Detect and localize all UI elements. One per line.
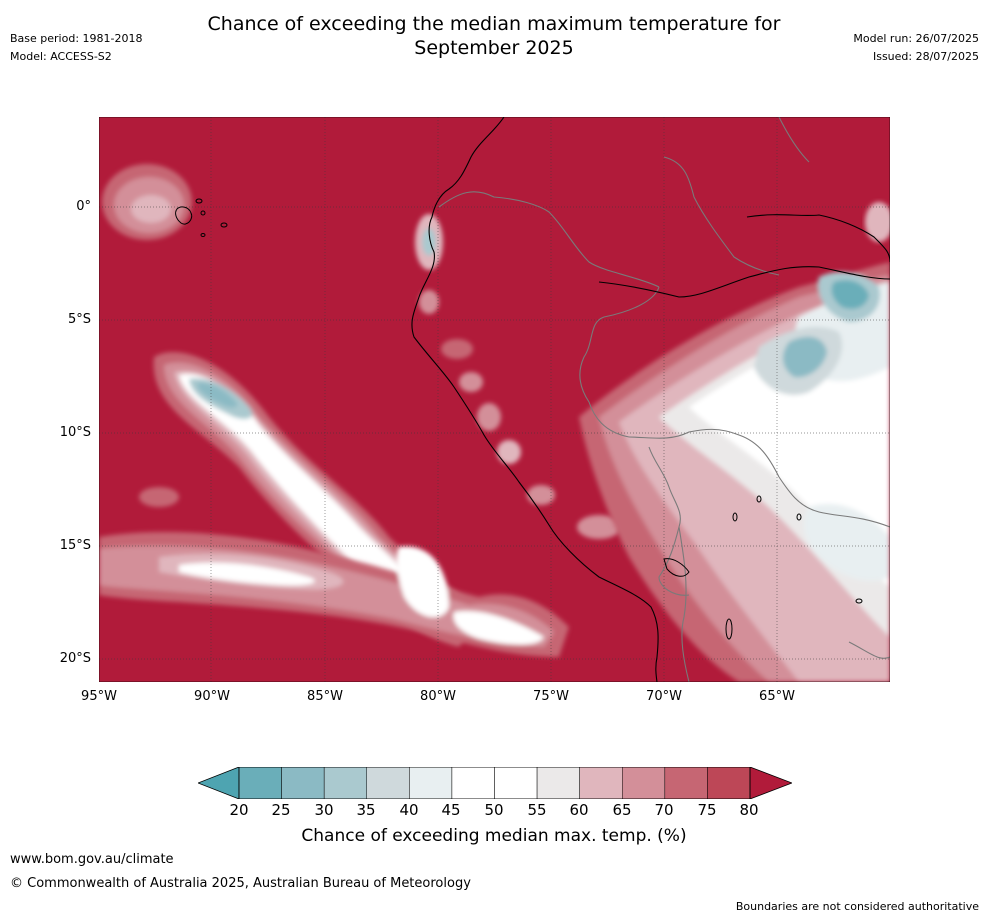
salar-lake: [725, 618, 733, 640]
cb-tick-50: 50: [484, 801, 504, 819]
colorbar-segment: [707, 767, 751, 799]
galapagos-patch: [102, 164, 192, 240]
galapagos-islet-4: [200, 233, 206, 237]
website-url: www.bom.gov.au/climate: [10, 852, 174, 867]
pacific-southern-band: [99, 532, 569, 657]
lon-tick-70w: 70°W: [646, 689, 682, 704]
model-run: Model run: 26/07/2025: [853, 32, 979, 45]
cb-tick-35: 35: [356, 801, 376, 819]
bolivia-lake-2: [756, 495, 762, 503]
pacific-coastline: [411, 117, 659, 682]
border-bolivia-chile: [678, 526, 690, 682]
cb-tick-25: 25: [271, 801, 291, 819]
islands: [175, 198, 863, 640]
paraguay-lake: [855, 598, 863, 604]
title-line-2: September 2025: [414, 37, 574, 59]
colorbar-over-arrow: [749, 767, 792, 799]
colorbar-segment: [281, 767, 325, 799]
galapagos-islet-2: [200, 210, 206, 216]
colorbar-segment: [409, 767, 453, 799]
lat-tick-15s: 15°S: [59, 538, 91, 553]
ne-corner-patch: [865, 202, 890, 242]
border-bolivia-north: [628, 428, 780, 478]
colorbar-segment: [494, 767, 538, 799]
lon-tick-75w: 75°W: [533, 689, 569, 704]
title-line-1: Chance of exceeding the median maximum t…: [207, 13, 781, 35]
cb-tick-20: 20: [229, 801, 249, 819]
border-colombia-ecuador-peru: [438, 191, 660, 288]
colorbar-segments: [238, 767, 751, 799]
map-title: Chance of exceeding the median maximum t…: [0, 12, 988, 60]
cb-tick-40: 40: [399, 801, 419, 819]
border-colombia-venezuela: [663, 156, 780, 276]
coastline: [411, 117, 890, 682]
model-name: Model: ACCESS-S2: [10, 50, 112, 63]
amazon-main-river: [598, 266, 890, 298]
base-period: Base period: 1981-2018: [10, 32, 143, 45]
cb-tick-55: 55: [527, 801, 547, 819]
copyright: © Commonwealth of Australia 2025, Austra…: [10, 876, 471, 891]
bolivia-lake-3: [796, 513, 802, 521]
lat-tick-0: 0°: [76, 199, 91, 214]
lon-tick-95w: 95°W: [81, 689, 117, 704]
colorbar-title: Chance of exceeding median max. temp. (%…: [301, 826, 687, 846]
amazon-region: [579, 262, 890, 682]
border-venezuela-brazil: [778, 117, 810, 163]
colorbar-segment: [451, 767, 495, 799]
lon-tick-90w: 90°W: [194, 689, 230, 704]
colorbar-segment: [323, 767, 367, 799]
lat-tick-20s: 20°S: [59, 651, 91, 666]
lat-tick-5s: 5°S: [67, 312, 91, 327]
cb-tick-70: 70: [654, 801, 674, 819]
colorbar-segment: [238, 767, 282, 799]
border-paraguay: [848, 641, 890, 659]
colorbar-segment: [664, 767, 708, 799]
border-peru-brazil: [579, 286, 660, 438]
colorbar-segment: [579, 767, 623, 799]
colorbar: [198, 767, 792, 799]
country-borders: [438, 117, 890, 682]
lat-tick-10s: 10°S: [59, 425, 91, 440]
colorbar-under-arrow: [198, 767, 240, 799]
bolivia-lake-1: [732, 512, 738, 522]
colorbar-segment: [366, 767, 410, 799]
lon-tick-80w: 80°W: [420, 689, 456, 704]
colorbar-frame: [238, 767, 751, 799]
border-bolivia-brazil: [778, 476, 890, 528]
galapagos-islet-1: [195, 198, 203, 204]
cb-tick-60: 60: [569, 801, 589, 819]
coastal-patches: [139, 214, 621, 539]
cb-tick-30: 30: [314, 801, 334, 819]
colorbar-segment: [622, 767, 666, 799]
issued-date: Issued: 28/07/2025: [872, 50, 979, 63]
forecast-map: [99, 117, 890, 682]
disclaimer: Boundaries are not considered authoritat…: [735, 900, 979, 913]
amazon-river: [746, 214, 890, 263]
lon-tick-85w: 85°W: [307, 689, 343, 704]
galapagos-isabela: [175, 206, 193, 225]
lon-tick-65w: 65°W: [759, 689, 795, 704]
lake-titicaca: [663, 558, 690, 577]
pacific-plume: [153, 352, 480, 647]
cb-tick-75: 75: [697, 801, 717, 819]
colorbar-segment: [536, 767, 580, 799]
cb-tick-65: 65: [612, 801, 632, 819]
cb-tick-45: 45: [441, 801, 461, 819]
cb-tick-80: 80: [739, 801, 759, 819]
graticule: [99, 117, 890, 682]
galapagos-islet-3: [220, 222, 228, 228]
